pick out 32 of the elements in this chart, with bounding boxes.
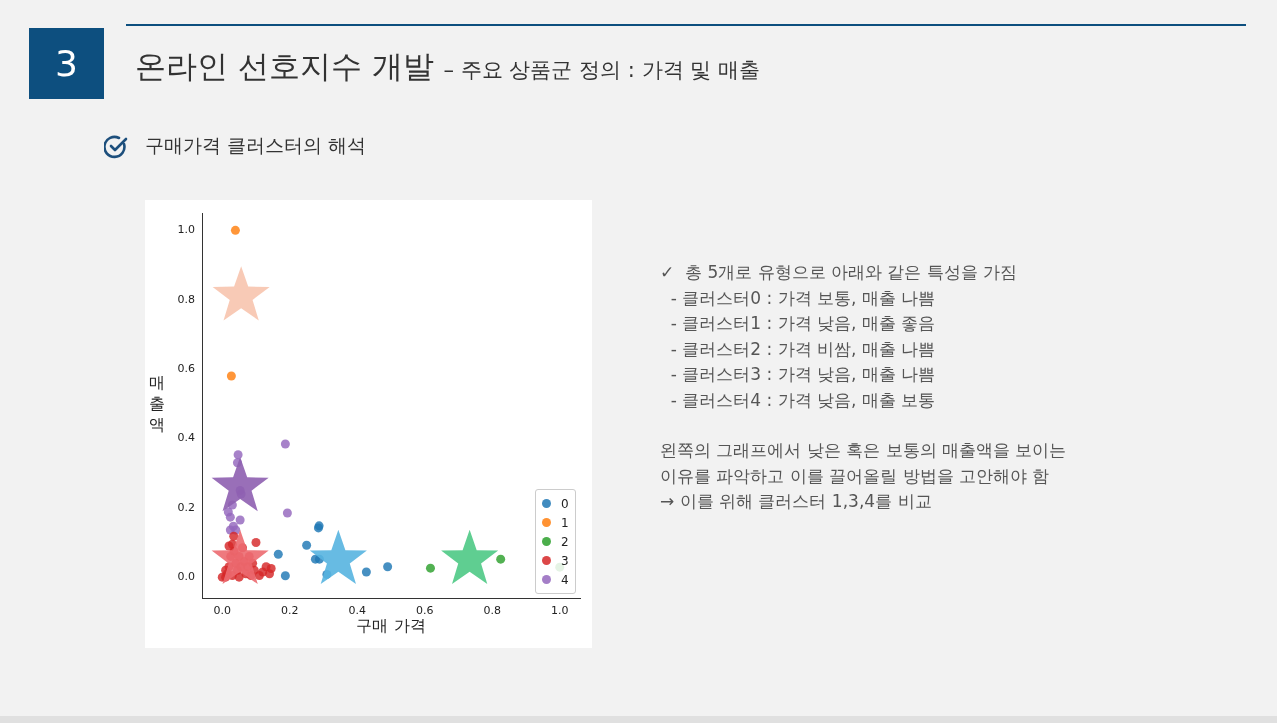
x-axis-title: 구매 가격 [356,615,426,635]
legend-label: 2 [561,534,569,549]
chart-title: 온라인 선호지수 개발 [135,48,434,84]
legend-label: 3 [561,553,569,568]
legend-label: 0 [561,496,569,511]
x-tick-label: 0.8 [483,604,501,618]
text: 구매가격 클러스터의 해석 [145,133,367,158]
y-tick-label: 0.4 [177,431,195,445]
text: - 클러스터4 : 가격 낮음, 매출 보통 [669,388,937,412]
x-tick-label: 0.4 [348,604,366,618]
x-tick-label: 0.6 [416,604,434,618]
y-tick-label: 0.8 [177,292,195,306]
y-tick-label: 1.0 [177,223,195,237]
legend-label: 1 [561,515,569,530]
y-tick-label: 0.0 [177,570,195,584]
y-axis-title: 매출액 [149,372,166,435]
text: 이유를 파악하고 이를 끌어올릴 방법을 고안해야 함 [660,464,1051,488]
y-tick-label: 0.6 [177,361,195,375]
text: ✓ 총 5개로 유형으로 아래와 같은 특성을 가짐 [660,261,1019,284]
text: - 클러스터3 : 가격 낮음, 매출 나쁨 [669,363,937,386]
legend-label: 4 [561,572,569,587]
x-tick-label: 0.0 [213,604,231,618]
text: - 클러스터2 : 가격 비쌈, 매출 나쁨 [669,337,937,361]
text: - 클러스터1 : 가격 낮음, 매출 좋음 [669,312,937,335]
text: → 이를 위해 클러스터 1,3,4를 비교 [660,490,933,513]
text: 3 [29,28,104,99]
text: - 클러스터0 : 가격 보통, 매출 나쁨 [669,286,937,310]
x-tick-label: 0.2 [281,604,299,618]
x-tick-label: 1.0 [551,604,569,618]
chart-subtitle: – 주요 상품군 정의 : 가격 및 매출 [443,58,760,82]
y-tick-label: 0.2 [177,500,195,514]
text: 왼쪽의 그래프에서 낮은 혹은 보통의 매출액을 보이는 [660,439,1067,462]
